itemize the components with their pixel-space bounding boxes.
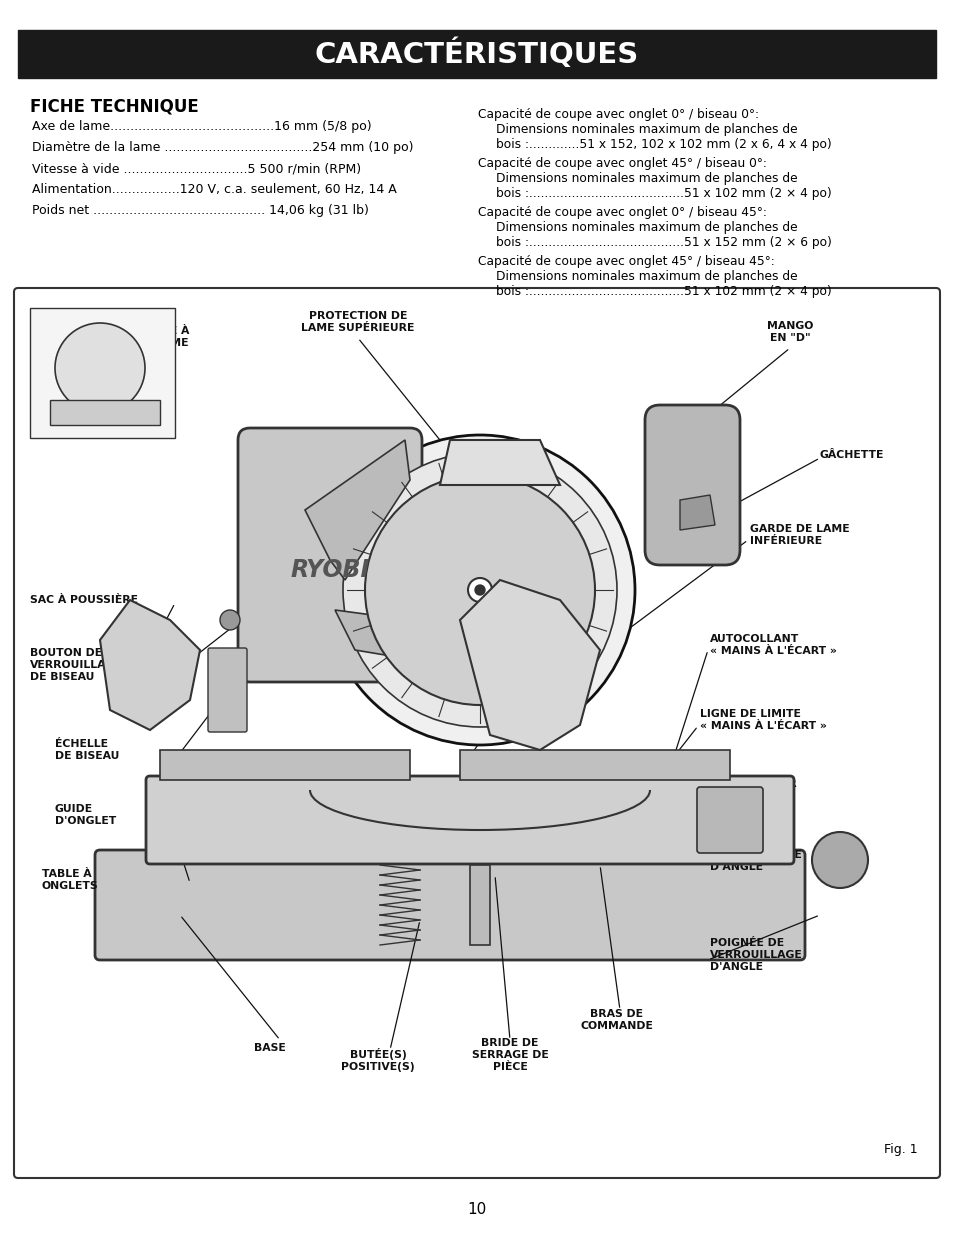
Circle shape [468, 578, 492, 601]
Text: MANGO
EN "D": MANGO EN "D" [766, 321, 812, 343]
Text: Fig. 1: Fig. 1 [883, 1144, 917, 1156]
Circle shape [343, 453, 617, 727]
Circle shape [475, 585, 484, 595]
FancyBboxPatch shape [14, 288, 939, 1178]
Polygon shape [335, 610, 415, 659]
Bar [30, 308, 174, 438]
Circle shape [220, 610, 240, 630]
Text: RAPPORTEUR
D'ANGLE: RAPPORTEUR D'ANGLE [714, 779, 796, 800]
Text: BOUTON DE
VERROUILLAGE
DE BISEAU: BOUTON DE VERROUILLAGE DE BISEAU [30, 648, 123, 682]
FancyBboxPatch shape [146, 776, 793, 864]
Text: LIGNE DE LIMITE
« MAINS À L'ÉCART »: LIGNE DE LIMITE « MAINS À L'ÉCART » [700, 709, 826, 731]
Text: Alimentation.................120 V, c.a. seulement, 60 Hz, 14 A: Alimentation.................120 V, c.a.… [32, 183, 396, 196]
Text: Vitesse à vide ...............................5 500 r/min (RPM): Vitesse à vide .........................… [32, 162, 361, 175]
Text: bois :........................................51 x 152 mm (2 × 6 po): bois :..................................… [496, 236, 831, 249]
Text: CLÉ À
LAME: CLÉ À LAME [154, 326, 189, 348]
Circle shape [365, 475, 595, 705]
Text: Dimensions nominales maximum de planches de: Dimensions nominales maximum de planches… [496, 270, 797, 283]
FancyBboxPatch shape [208, 648, 247, 732]
Text: CARACTÉRISTIQUES: CARACTÉRISTIQUES [314, 38, 639, 69]
Circle shape [325, 435, 635, 745]
Text: FICHE TECHNIQUE: FICHE TECHNIQUE [30, 98, 198, 116]
Text: bois :........................................51 x 102 mm (2 × 4 po): bois :..................................… [496, 186, 831, 200]
Text: TABLE À
ONGLETS: TABLE À ONGLETS [42, 869, 98, 890]
Text: GUIDE
D'ONGLET: GUIDE D'ONGLET [55, 804, 116, 826]
Text: BUTÉE(S)
POSITIVE(S): BUTÉE(S) POSITIVE(S) [341, 1049, 415, 1072]
Text: Capacité de coupe avec onglet 0° / biseau 0°:: Capacité de coupe avec onglet 0° / bisea… [477, 107, 759, 121]
Text: PROTECTION DE
LAME SUPÉRIEURE: PROTECTION DE LAME SUPÉRIEURE [301, 311, 415, 332]
Circle shape [811, 832, 867, 888]
Text: Dimensions nominales maximum de planches de: Dimensions nominales maximum de planches… [496, 172, 797, 185]
Polygon shape [679, 495, 714, 530]
Bar [160, 750, 410, 781]
Text: Capacité de coupe avec onglet 45° / biseau 45°:: Capacité de coupe avec onglet 45° / bise… [477, 254, 774, 268]
Text: GARDE DE LAME
INFÉRIEURE: GARDE DE LAME INFÉRIEURE [749, 524, 849, 546]
Circle shape [55, 324, 145, 412]
Text: PLAQUE DE
VERROUILLAGE
D'ANGLE: PLAQUE DE VERROUILLAGE D'ANGLE [709, 839, 801, 872]
Text: bois :........................................51 x 102 mm (2 × 4 po): bois :..................................… [496, 285, 831, 298]
Text: BRIDE DE
SERRAGE DE
PIÈCE: BRIDE DE SERRAGE DE PIÈCE [471, 1039, 548, 1072]
Bar [50, 400, 160, 425]
Text: 10: 10 [467, 1203, 486, 1218]
FancyBboxPatch shape [644, 405, 740, 564]
Text: RYOBI: RYOBI [290, 558, 369, 582]
Text: Capacité de coupe avec onglet 45° / biseau 0°:: Capacité de coupe avec onglet 45° / bise… [477, 157, 766, 170]
Polygon shape [305, 440, 410, 580]
FancyBboxPatch shape [237, 429, 421, 682]
Text: GÂCHETTE: GÂCHETTE [820, 450, 883, 459]
Text: Poids net ........................................... 14,06 kg (31 lb): Poids net ..............................… [32, 204, 369, 217]
Text: ÉCHELLE
DE BISEAU: ÉCHELLE DE BISEAU [55, 740, 119, 761]
Text: PLAQUE À
GORGE: PLAQUE À GORGE [564, 609, 625, 631]
Bar [470, 864, 490, 945]
FancyBboxPatch shape [95, 850, 804, 960]
Text: Dimensions nominales maximum de planches de: Dimensions nominales maximum de planches… [496, 221, 797, 233]
Text: Axe de lame.........................................16 mm (5/8 po): Axe de lame.............................… [32, 120, 372, 133]
Polygon shape [439, 440, 559, 485]
Text: Capacité de coupe avec onglet 0° / biseau 45°:: Capacité de coupe avec onglet 0° / bisea… [477, 206, 766, 219]
Text: BASE: BASE [253, 1044, 286, 1053]
Text: BRAS DE
COMMANDE: BRAS DE COMMANDE [580, 1009, 653, 1031]
Polygon shape [100, 600, 200, 730]
Text: SAC À POUSSIÈRE: SAC À POUSSIÈRE [30, 595, 138, 605]
Text: AUTOCOLLANT
« MAINS À L'ÉCART »: AUTOCOLLANT « MAINS À L'ÉCART » [709, 635, 836, 656]
FancyBboxPatch shape [697, 787, 762, 853]
Text: Dimensions nominales maximum de planches de: Dimensions nominales maximum de planches… [496, 124, 797, 136]
Text: POIGNÉE DE
VERROUILLAGE
D'ANGLE: POIGNÉE DE VERROUILLAGE D'ANGLE [709, 939, 801, 972]
Bar [459, 750, 729, 781]
Bar [18, 30, 935, 78]
Text: Diamètre de la lame .....................................254 mm (10 po): Diamètre de la lame ....................… [32, 141, 413, 154]
Polygon shape [459, 580, 599, 750]
Text: bois :.............51 x 152, 102 x 102 mm (2 x 6, 4 x 4 po): bois :.............51 x 152, 102 x 102 m… [496, 138, 831, 151]
